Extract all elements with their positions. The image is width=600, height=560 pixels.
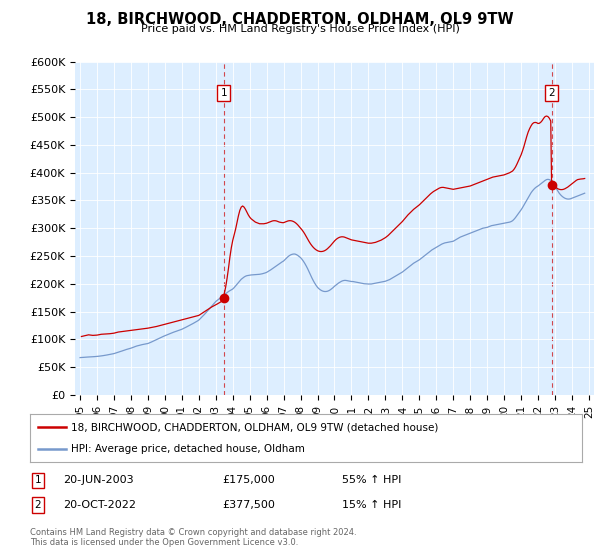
Text: 15% ↑ HPI: 15% ↑ HPI xyxy=(342,500,401,510)
Text: 18, BIRCHWOOD, CHADDERTON, OLDHAM, OL9 9TW (detached house): 18, BIRCHWOOD, CHADDERTON, OLDHAM, OL9 9… xyxy=(71,422,439,432)
Text: 20-JUN-2003: 20-JUN-2003 xyxy=(63,475,134,486)
Text: Price paid vs. HM Land Registry's House Price Index (HPI): Price paid vs. HM Land Registry's House … xyxy=(140,24,460,34)
Text: 2: 2 xyxy=(34,500,41,510)
Text: 2: 2 xyxy=(548,88,555,98)
Text: £377,500: £377,500 xyxy=(222,500,275,510)
Text: Contains HM Land Registry data © Crown copyright and database right 2024.
This d: Contains HM Land Registry data © Crown c… xyxy=(30,528,356,547)
Text: 1: 1 xyxy=(220,88,227,98)
Text: 1: 1 xyxy=(34,475,41,486)
Text: HPI: Average price, detached house, Oldham: HPI: Average price, detached house, Oldh… xyxy=(71,444,305,454)
Text: £175,000: £175,000 xyxy=(222,475,275,486)
Text: 18, BIRCHWOOD, CHADDERTON, OLDHAM, OL9 9TW: 18, BIRCHWOOD, CHADDERTON, OLDHAM, OL9 9… xyxy=(86,12,514,27)
Text: 55% ↑ HPI: 55% ↑ HPI xyxy=(342,475,401,486)
Text: 20-OCT-2022: 20-OCT-2022 xyxy=(63,500,136,510)
